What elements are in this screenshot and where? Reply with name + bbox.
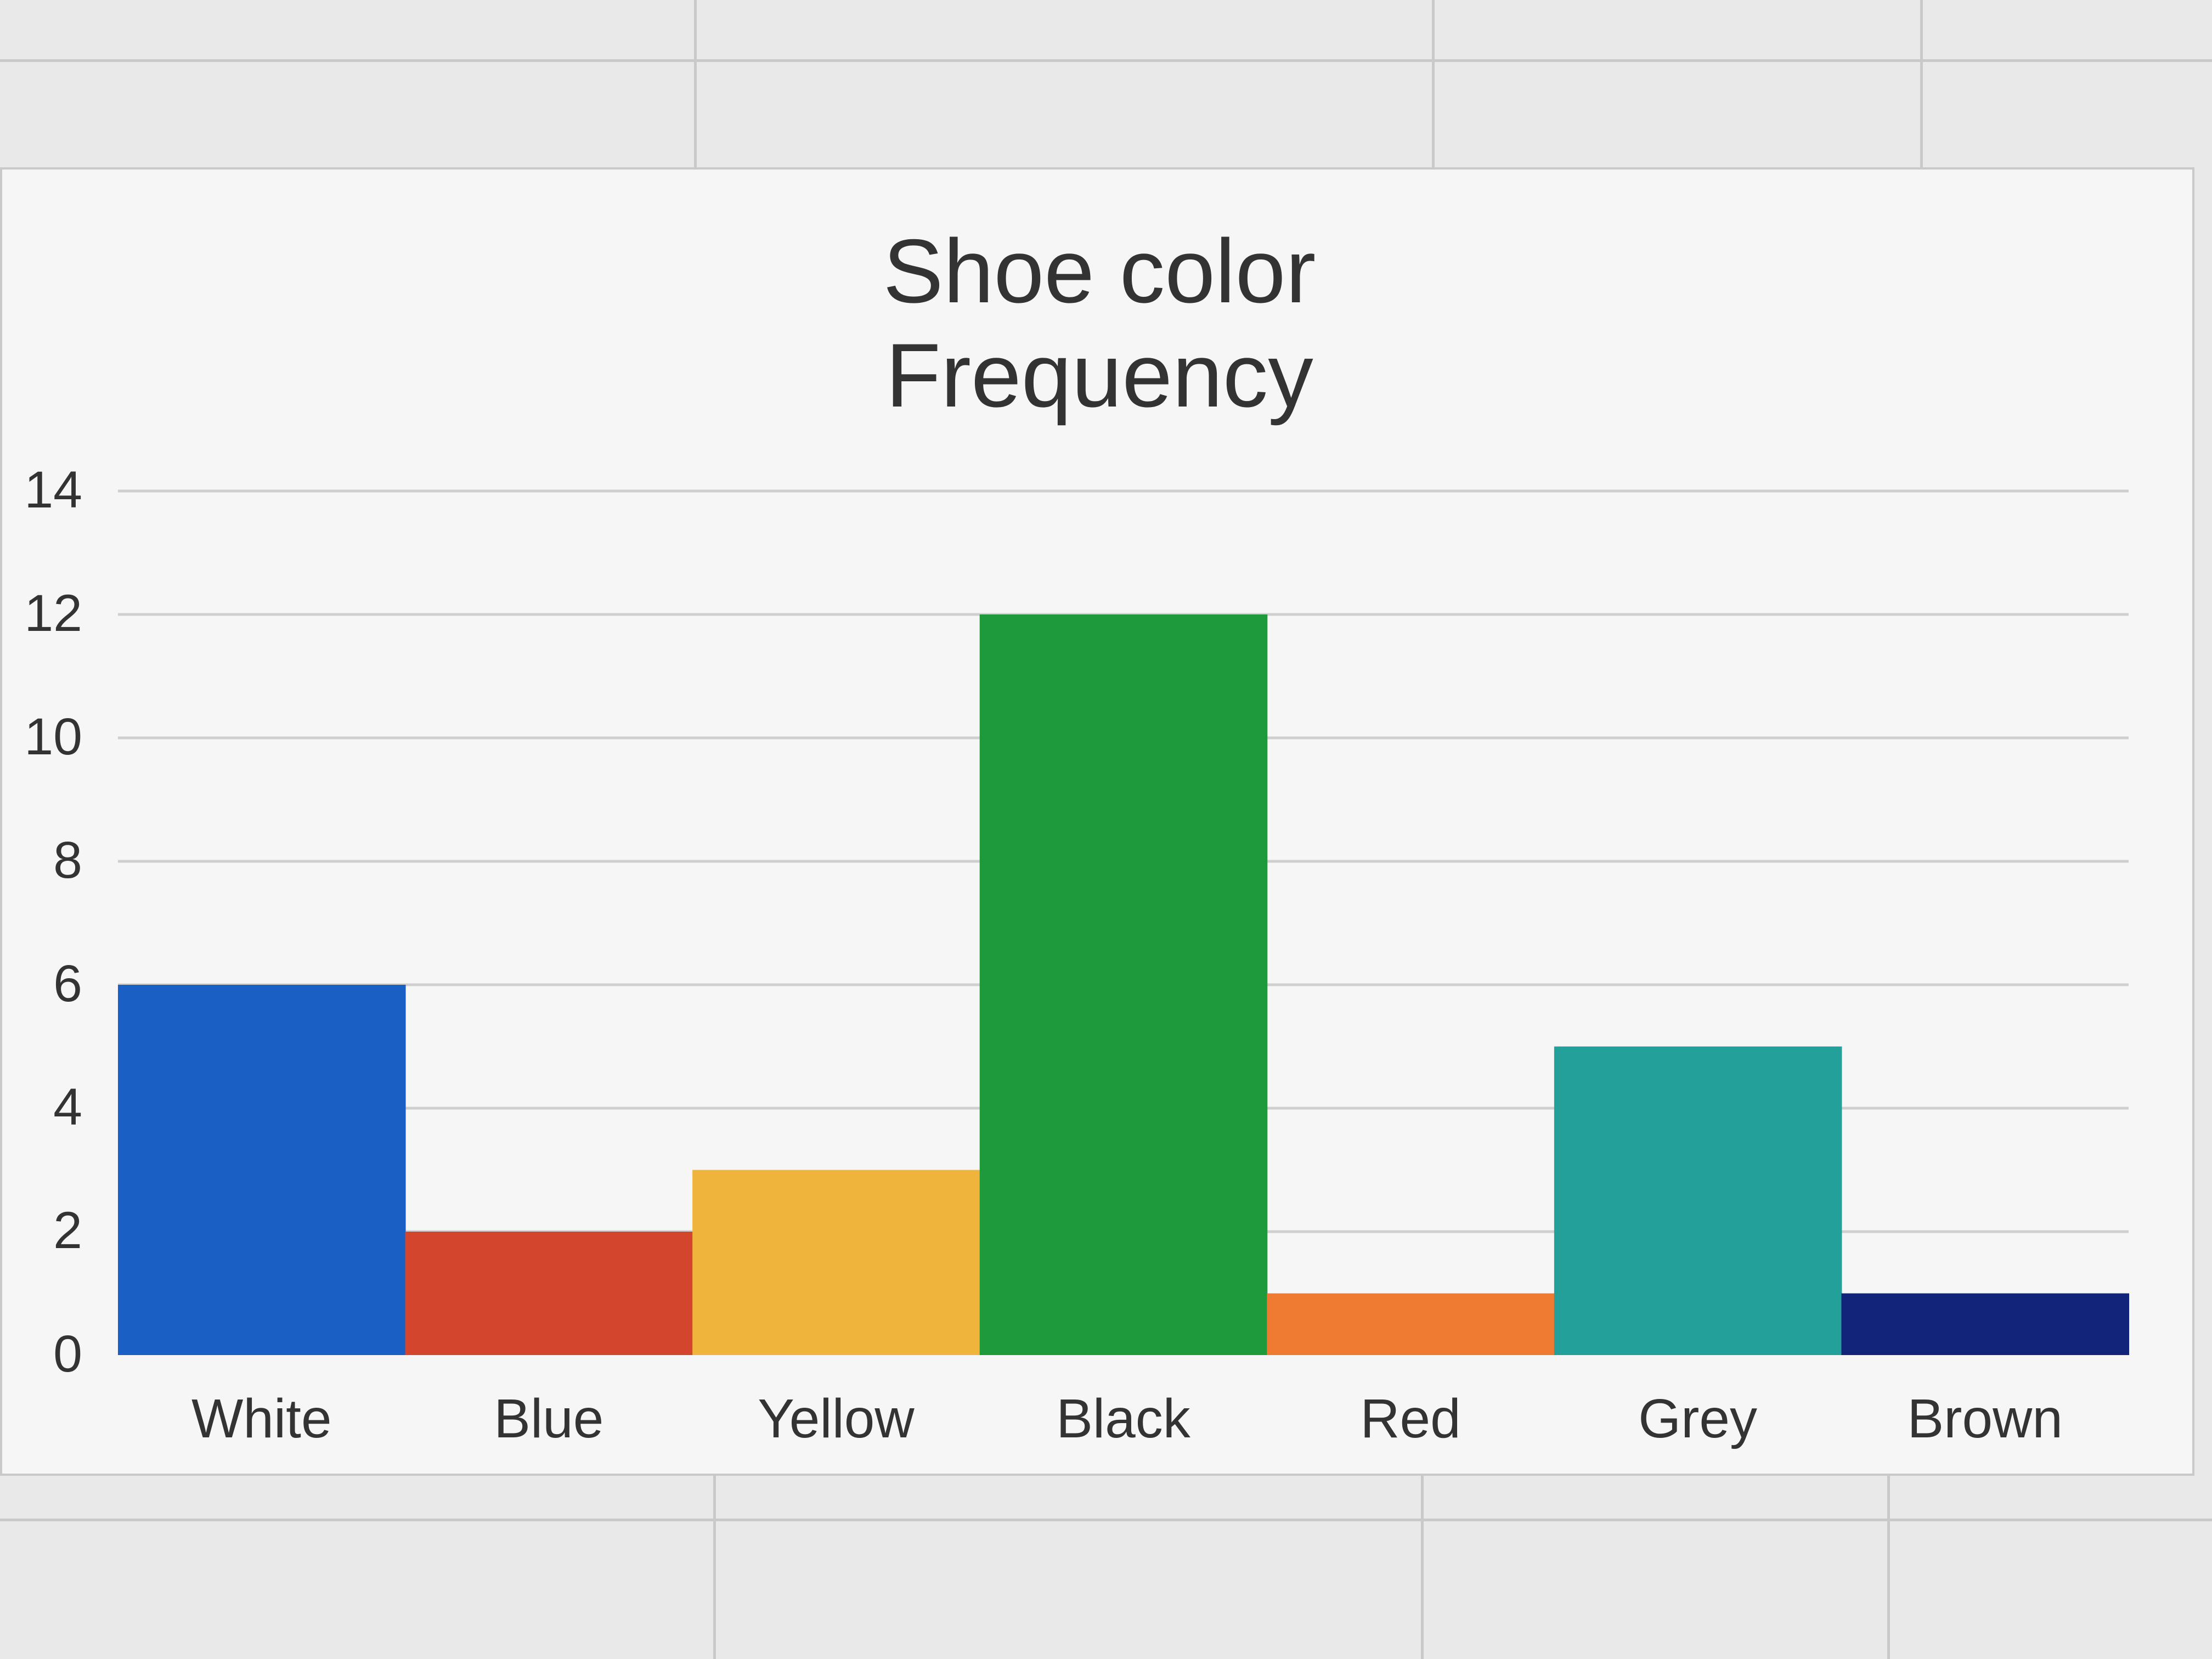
y-tick-label: 2 [53, 1201, 82, 1260]
sheet-column-line [1887, 1476, 1890, 1659]
sheet-column-line [694, 0, 697, 167]
sheet-column-line [1432, 0, 1435, 167]
sheet-column-line [713, 1476, 716, 1659]
x-tick-label: Black [1056, 1388, 1191, 1449]
sheet-row-line [0, 1519, 2212, 1521]
x-tick-label: White [191, 1388, 332, 1449]
x-tick-label: Red [1360, 1388, 1460, 1449]
y-tick-label: 14 [24, 461, 82, 519]
x-tick-label: Grey [1638, 1388, 1757, 1449]
bar-white [118, 985, 406, 1355]
chart-title-line-2: Frequency [885, 325, 1313, 426]
y-tick-label: 12 [24, 584, 82, 642]
y-tick-label: 8 [53, 831, 82, 889]
bar-brown [1841, 1293, 2129, 1355]
bar-blue [405, 1232, 693, 1355]
sheet-column-line [1920, 0, 1923, 167]
y-tick-label: 4 [53, 1078, 82, 1136]
x-tick-label: Blue [494, 1388, 603, 1449]
bar-red [1267, 1293, 1555, 1355]
bar-black [979, 614, 1268, 1355]
chart-title-line-1: Shoe color [883, 221, 1316, 321]
sheet-row-line [0, 59, 2212, 62]
y-tick-label: 0 [53, 1325, 82, 1383]
chart-title: Shoe color Frequency [661, 219, 1538, 427]
x-tick-label: Yellow [758, 1388, 915, 1449]
bar-yellow [692, 1170, 980, 1355]
sheet-column-line [1421, 1476, 1424, 1659]
bar-grey [1554, 1046, 1842, 1355]
y-tick-label: 6 [53, 955, 82, 1013]
x-tick-label: Brown [1907, 1388, 2062, 1449]
y-tick-label: 10 [24, 708, 82, 766]
